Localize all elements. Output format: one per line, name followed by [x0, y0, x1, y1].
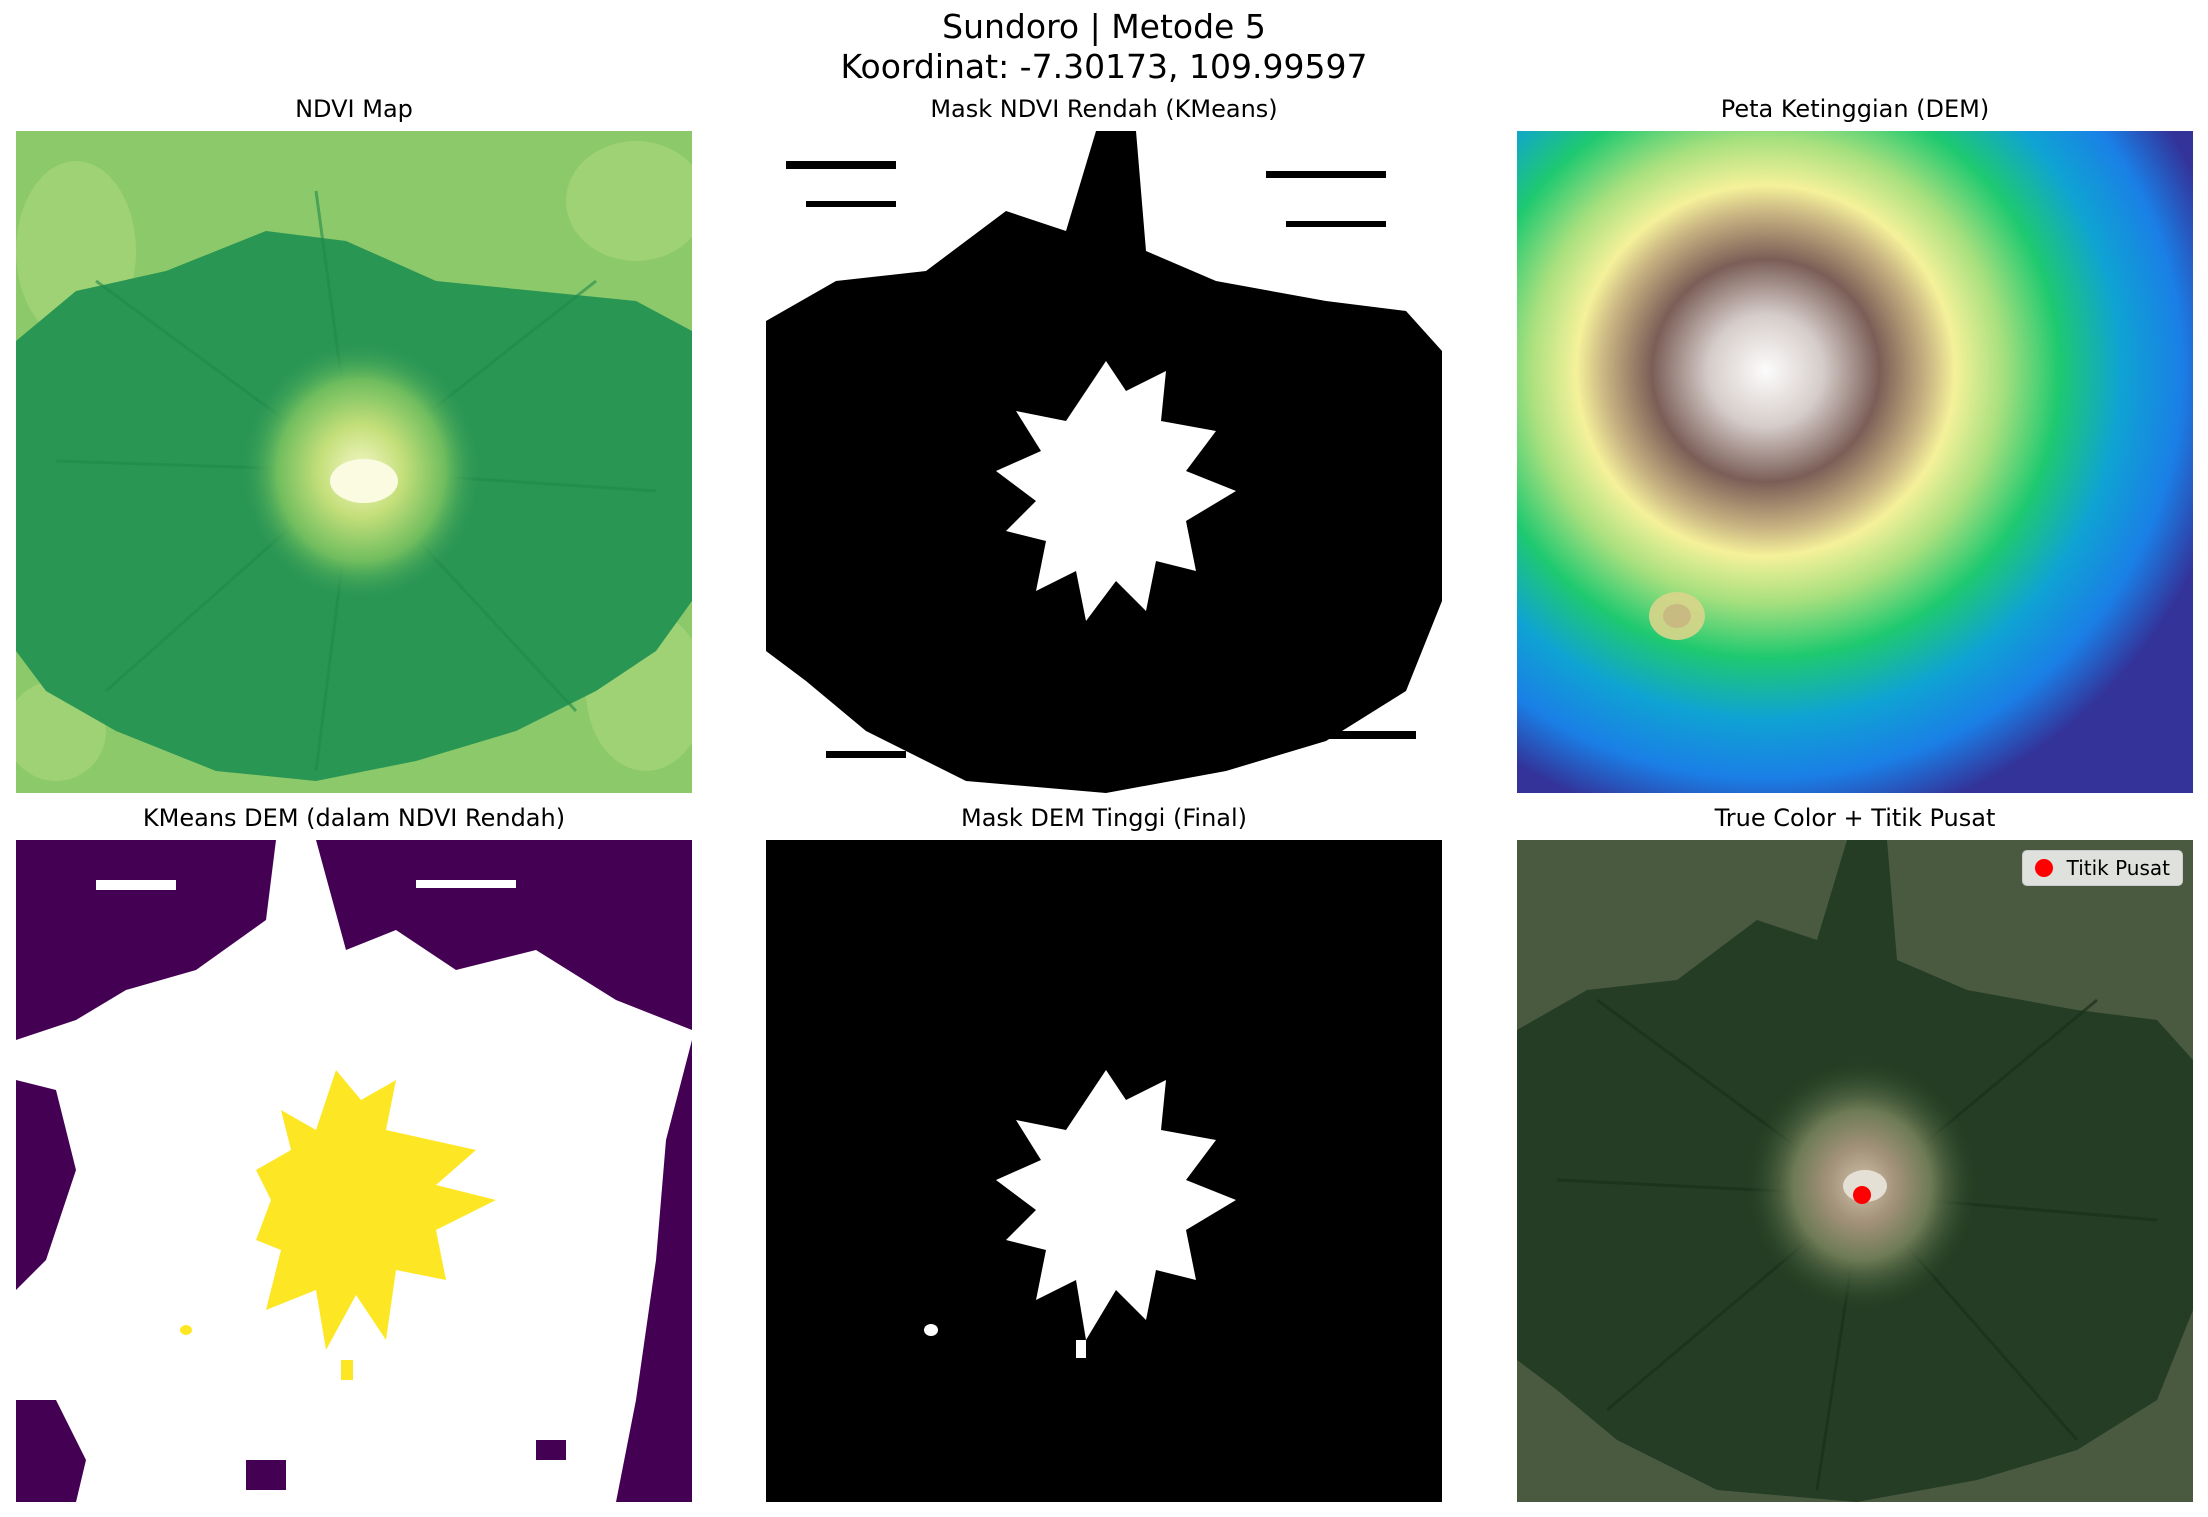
- titik-pusat-marker: [1853, 1186, 1871, 1204]
- panel-title-kmeans-dem: KMeans DEM (dalam NDVI Rendah): [142, 804, 566, 832]
- true-color-image: Titik Pusat: [1517, 840, 2193, 1502]
- panel-title-true-color: True Color + Titik Pusat: [1714, 804, 1996, 832]
- dem-image: [1517, 131, 2193, 793]
- legend-label: Titik Pusat: [2066, 856, 2170, 880]
- panel-title-dem: Peta Ketinggian (DEM): [1720, 95, 1990, 123]
- figure-subtitle: Koordinat: -7.30173, 109.99597: [840, 47, 1368, 86]
- kmeans-dem-image: [16, 840, 692, 1502]
- ndvi-map-image: [16, 131, 692, 793]
- mask-dem-final-image: [766, 840, 1442, 1502]
- legend: Titik Pusat: [2021, 850, 2183, 886]
- red-dot-icon: [2034, 859, 2053, 877]
- panel-title-mask-dem: Mask DEM Tinggi (Final): [960, 804, 1248, 832]
- figure-title: Sundoro | Metode 5: [942, 7, 1266, 46]
- mask-ndvi-image: [766, 131, 1442, 793]
- panel-title-ndvi: NDVI Map: [295, 95, 413, 123]
- panel-title-mask-ndvi: Mask NDVI Rendah (KMeans): [930, 95, 1278, 123]
